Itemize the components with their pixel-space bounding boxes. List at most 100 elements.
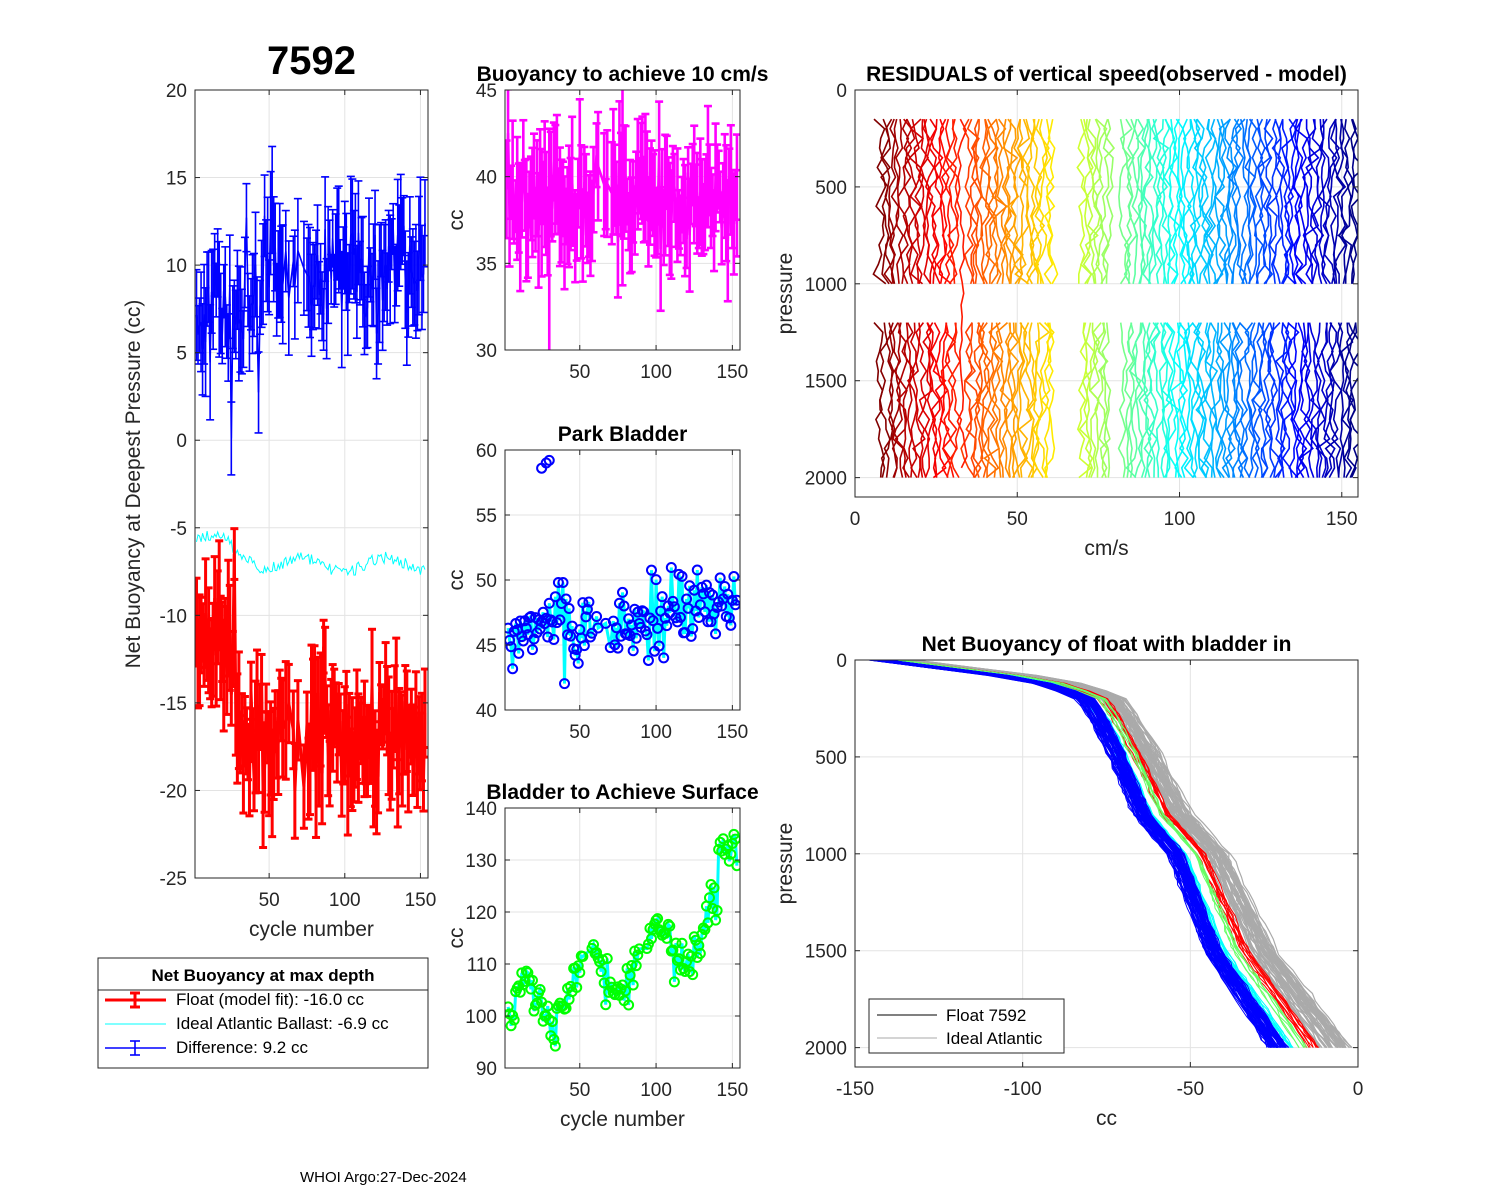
residual-profile [1117, 322, 1128, 478]
residual-profile [1200, 322, 1213, 478]
x-tick-label: 0 [1353, 1079, 1364, 1100]
residual-profile [1219, 322, 1232, 478]
park-bladder-marker [627, 645, 639, 657]
residual-profile [1138, 119, 1149, 285]
bladder-surface-marker [604, 976, 616, 988]
series-float-model-fit-line [195, 553, 427, 795]
y-tick-label: 55 [476, 506, 497, 527]
chart-title: Buoyancy to achieve 10 cm/s [477, 63, 769, 86]
residual-profile [1271, 118, 1284, 284]
residual-profile [1123, 118, 1138, 285]
residual-profile [1237, 322, 1250, 478]
float-profile-late [873, 660, 1274, 1048]
y-axis-label: Net Buoyancy at Deepest Pressure (cc) [122, 300, 145, 669]
plot-layer [505, 90, 740, 350]
y-tick-label: 35 [476, 254, 497, 275]
residual-profile [1079, 118, 1094, 285]
bladder-surface-marker [731, 860, 740, 872]
y-tick-label: 130 [465, 851, 497, 872]
residual-profile [880, 118, 892, 285]
residual-profile [905, 322, 913, 478]
park-bladder-marker [560, 593, 572, 605]
residual-profile [956, 118, 968, 469]
bladder-surface-marker [565, 980, 577, 992]
residual-profile [1221, 322, 1236, 479]
bladder-surface-marker [571, 981, 583, 993]
park-bladder-marker [565, 630, 577, 642]
residual-profile [927, 118, 940, 284]
float-profile-early [896, 660, 1319, 1048]
y-tick-label: 90 [476, 1059, 497, 1080]
x-axis-label: cc [1096, 1107, 1117, 1130]
bladder-surface-marker [595, 966, 607, 978]
x-tick-label: 150 [717, 362, 749, 383]
residual-profile [1207, 118, 1219, 284]
residual-profile [940, 322, 957, 478]
park-bladder-marker [583, 596, 595, 608]
legend-profile: Float 7592 Ideal Atlantic [868, 998, 1065, 1054]
residual-profile [1188, 118, 1201, 285]
park-bladder-marker [710, 628, 722, 640]
park-bladder-marker [656, 591, 668, 603]
residual-profile [945, 119, 959, 285]
park-bladder-marker [528, 633, 540, 645]
residual-profile [1346, 322, 1358, 478]
x-axis-label: cycle number [560, 1108, 685, 1131]
residual-profile [1253, 118, 1264, 284]
park-bladder-marker [645, 564, 657, 576]
residual-profile [1101, 322, 1112, 478]
bladder-surface-marker [652, 913, 664, 925]
bladder-surface-marker [694, 947, 706, 959]
residual-profile [1163, 322, 1180, 478]
bladder-surface-marker [597, 954, 609, 966]
x-tick-label: -100 [1004, 1079, 1042, 1100]
bladder-surface-marker [728, 828, 740, 840]
residual-profile [1148, 118, 1159, 284]
park-bladder-marker [592, 622, 604, 634]
axes-box [194, 89, 429, 879]
residual-profile [1044, 322, 1056, 478]
residual-profile [1238, 118, 1251, 285]
bladder-surface-marker [548, 1033, 560, 1045]
y-axis-label: cc [445, 570, 468, 591]
x-tick-label: -50 [1177, 1079, 1204, 1100]
residual-profile [1323, 118, 1338, 284]
axes-box [854, 89, 1359, 498]
residual-profile [1017, 322, 1033, 478]
park-bladder-marker [542, 631, 554, 643]
bladder-surface-marker [662, 918, 674, 930]
x-tick-label: 150 [717, 1080, 749, 1101]
x-tick-label: 150 [1326, 509, 1358, 530]
float-profile-late [871, 660, 1269, 1048]
park-bladder-marker [580, 611, 592, 623]
float-profile-late [887, 660, 1286, 1048]
residual-profile [1185, 322, 1197, 478]
float-profile-late [874, 660, 1270, 1048]
bladder-surface-marker [534, 983, 546, 995]
residual-profile [1095, 118, 1108, 284]
y-tick-label: 110 [467, 955, 497, 976]
residual-profile [1244, 118, 1257, 284]
residual-profile [1189, 119, 1203, 284]
bladder-surface-marker [664, 920, 676, 932]
residual-profile [1088, 322, 1102, 478]
residual-profile [1143, 322, 1159, 478]
y-tick-label: 120 [465, 903, 497, 924]
residual-profile [1178, 118, 1191, 285]
residual-profile [1178, 322, 1189, 478]
park-bladder-marker [520, 622, 532, 634]
park-bladder-marker [693, 611, 705, 623]
residual-profile [1265, 322, 1276, 478]
bladder-surface-marker [703, 892, 715, 904]
residual-profile [1346, 118, 1358, 284]
ideal-atlantic-profile [906, 660, 1321, 1048]
ideal-atlantic-profile [902, 660, 1345, 1048]
footer-text: WHOI Argo:27-Dec-2024 [300, 1169, 467, 1186]
residual-profile [1340, 118, 1350, 284]
park-bladder-marker [642, 654, 654, 666]
y-tick-label: 40 [476, 168, 497, 189]
x-tick-label: 50 [1007, 509, 1028, 530]
bladder-surface-marker [626, 959, 638, 971]
y-tick-label: 2000 [805, 1039, 847, 1060]
residual-profile [932, 322, 948, 479]
